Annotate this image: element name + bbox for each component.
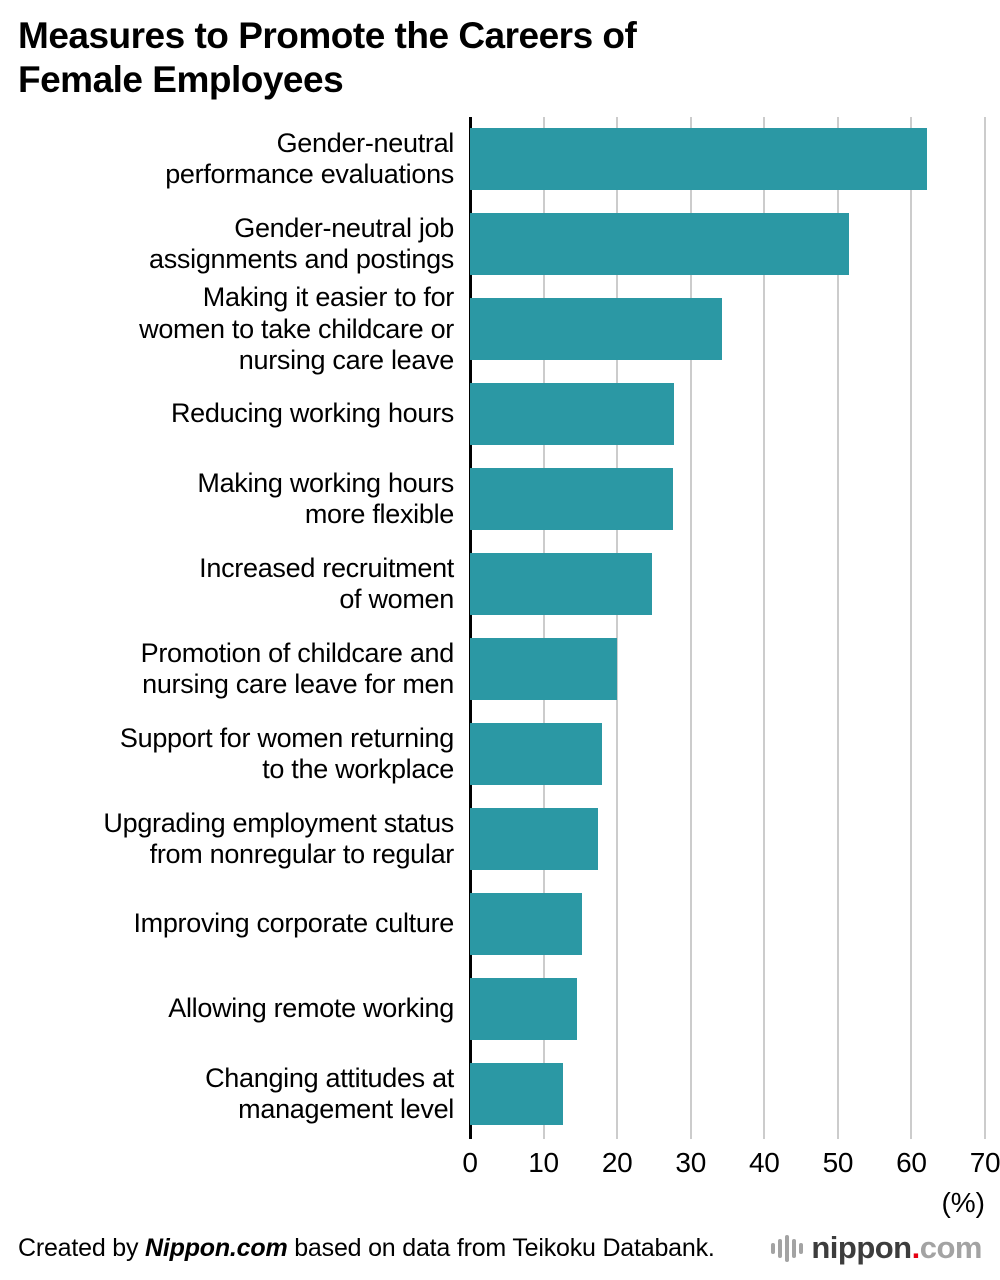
bar-row: Reducing working hours	[0, 372, 1000, 457]
x-tick-label: 10	[528, 1146, 559, 1178]
bar-row: Allowing remote working	[0, 967, 1000, 1052]
category-label: Making working hours more flexible	[197, 467, 454, 530]
credit-text: Created by Nippon.com based on data from…	[18, 1234, 715, 1263]
bar	[470, 893, 582, 956]
x-axis-ticks: 0 10 20 30 40 50 60 70	[462, 1137, 1000, 1185]
bar-track	[470, 882, 985, 967]
x-tick-label: 60	[896, 1146, 927, 1178]
category-label: Allowing remote working	[168, 993, 454, 1024]
bar-track	[470, 627, 985, 712]
logo-suffix: com	[919, 1230, 983, 1265]
logo-main: nippon	[811, 1230, 912, 1265]
category-label: Making it easier to for women to take ch…	[139, 281, 454, 376]
bar-row: Promotion of childcare and nursing care …	[0, 627, 1000, 712]
bar-track	[470, 542, 985, 627]
category-label: Gender-neutral job assignments and posti…	[149, 212, 454, 275]
bar-track	[470, 202, 985, 287]
x-tick-label: 40	[749, 1146, 780, 1178]
bar-row: Making working hours more flexible	[0, 457, 1000, 542]
credit-source: Nippon.com	[145, 1233, 288, 1262]
bar	[470, 128, 927, 191]
x-tick-label: 50	[822, 1146, 854, 1178]
bar-track	[470, 287, 985, 372]
bar	[470, 1063, 563, 1126]
bar	[470, 723, 602, 786]
bar-track	[470, 1052, 985, 1137]
credit-prefix: Created by	[18, 1233, 146, 1262]
category-label: Support for women returning to the workp…	[119, 722, 454, 785]
bar-track	[470, 712, 985, 797]
bar-track	[470, 457, 985, 542]
bar-row: Improving corporate culture	[0, 882, 1000, 967]
bar-rows: Gender-neutral performance evaluations Ge…	[0, 117, 1000, 1137]
nippon-logo-text: nippon.com	[811, 1230, 982, 1266]
category-label: Increased recruitment of women	[199, 552, 454, 615]
chart-title: Measures to Promote the Careers of Femal…	[18, 15, 637, 101]
bar-row: Making it easier to for women to take ch…	[0, 282, 1000, 375]
x-tick-label: 20	[601, 1146, 633, 1178]
bar	[470, 468, 674, 531]
category-label: Reducing working hours	[170, 398, 454, 429]
bar	[470, 978, 577, 1041]
bar-track	[470, 372, 985, 457]
x-tick-label: 30	[675, 1146, 706, 1178]
sound-wave-icon	[771, 1234, 804, 1262]
category-label: Promotion of childcare and nursing care …	[140, 637, 455, 700]
x-tick-label: 70	[969, 1146, 1000, 1178]
category-label: Improving corporate culture	[133, 908, 454, 939]
bar-row: Upgrading employment status from nonregu…	[0, 797, 1000, 882]
nippon-logo: nippon.com	[771, 1230, 983, 1266]
bar-track	[470, 797, 985, 882]
bar-row: Changing attitudes at management level	[0, 1052, 1000, 1137]
x-tick-label: 0	[462, 1146, 478, 1178]
credit-suffix: based on data from Teikoku Databank.	[287, 1233, 715, 1262]
bar-chart: Gender-neutral performance evaluations Ge…	[0, 116, 1000, 1219]
x-axis-unit: (%)	[941, 1186, 985, 1218]
bar	[470, 383, 674, 446]
footer: Created by Nippon.com based on data from…	[0, 1222, 1000, 1272]
bar	[470, 638, 618, 701]
bar-track	[470, 117, 985, 202]
category-label: Gender-neutral performance evaluations	[165, 127, 454, 190]
bar	[470, 808, 598, 871]
bar	[470, 553, 653, 616]
bar-row: Gender-neutral performance evaluations	[0, 117, 1000, 202]
bar-row: Increased recruitment of women	[0, 542, 1000, 627]
logo-dot: .	[911, 1230, 921, 1265]
bar-row: Support for women returning to the workp…	[0, 712, 1000, 797]
category-label: Upgrading employment status from nonregu…	[103, 807, 454, 870]
bar-track	[470, 967, 985, 1052]
category-label: Changing attitudes at management level	[205, 1062, 454, 1125]
bar	[470, 298, 723, 361]
bar	[470, 213, 849, 276]
bar-row: Gender-neutral job assignments and posti…	[0, 202, 1000, 287]
